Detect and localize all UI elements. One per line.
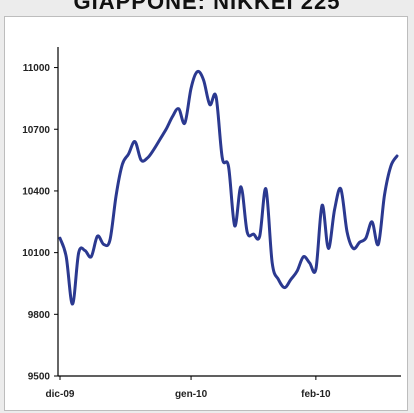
y-axis-ticks: 9500 9800 10100 10400 10700 11000 xyxy=(22,63,58,383)
y-tick-label: 10400 xyxy=(22,186,50,197)
y-tick-label: 10700 xyxy=(22,125,50,136)
axes xyxy=(57,47,401,377)
series-layer xyxy=(58,69,399,306)
x-tick-label: gen-10 xyxy=(175,389,208,400)
y-tick-label: 9800 xyxy=(28,310,51,321)
series-line xyxy=(58,69,399,306)
chart-title: GIAPPONE: NIKKEI 225 xyxy=(73,0,341,14)
x-tick-label: feb-10 xyxy=(301,389,331,400)
chart-panel: 9500 9800 10100 10400 10700 11000 dic-09 gen-1… xyxy=(4,16,408,411)
y-tick-label: 9500 xyxy=(28,372,51,383)
y-tick-label: 11000 xyxy=(23,63,51,74)
line-chart: 9500 9800 10100 10400 10700 11000 dic-09 gen-1… xyxy=(22,47,401,400)
x-tick-label: dic-09 xyxy=(46,389,75,400)
y-tick-label: 10100 xyxy=(22,248,50,259)
